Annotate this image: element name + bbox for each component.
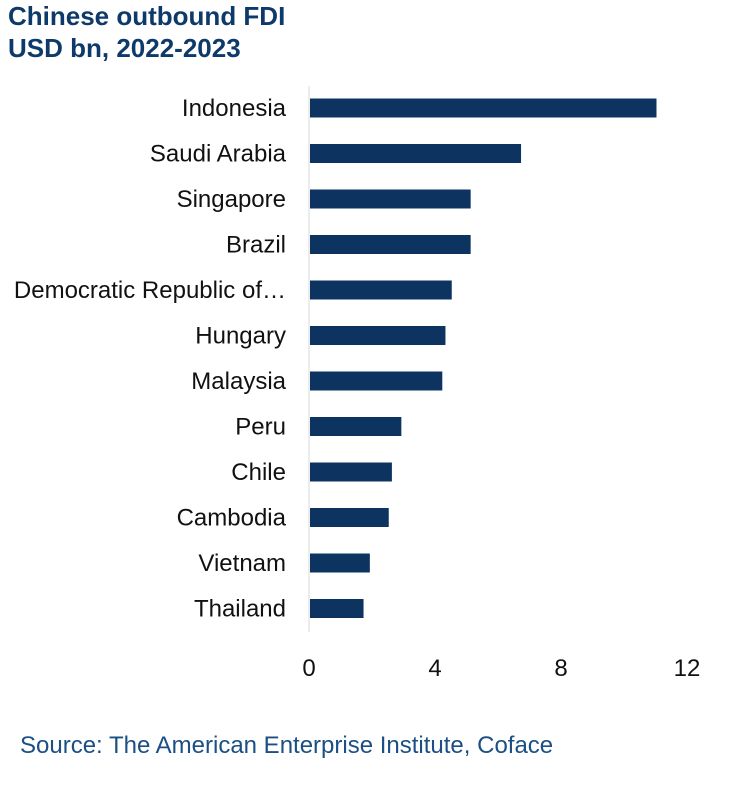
bar — [310, 189, 471, 209]
bar — [310, 144, 522, 163]
x-tick-label: 4 — [428, 655, 441, 682]
x-tick-label: 8 — [554, 655, 567, 682]
bar — [310, 508, 389, 527]
category-label: Indonesia — [182, 95, 287, 122]
bar — [310, 98, 657, 118]
bar — [310, 235, 471, 254]
category-label: Malaysia — [191, 368, 286, 395]
bar — [310, 371, 443, 391]
category-label: Saudi Arabia — [150, 141, 287, 168]
bar — [310, 326, 446, 345]
bar — [310, 599, 364, 618]
bar — [310, 553, 370, 573]
source-note: Source: The American Enterprise Institut… — [20, 732, 554, 759]
category-label: Singapore — [177, 186, 286, 213]
chart-title-line-2: USD bn, 2022-2023 — [8, 33, 241, 63]
category-label: Chile — [231, 459, 286, 486]
category-label: Thailand — [194, 596, 286, 623]
x-tick-label: 0 — [302, 655, 315, 682]
category-label: Vietnam — [198, 550, 286, 577]
bar — [310, 280, 452, 300]
bar — [310, 417, 402, 436]
bar — [310, 462, 392, 482]
category-label: Peru — [235, 414, 286, 441]
category-label: Cambodia — [177, 505, 287, 532]
bar-chart: Indonesia Saudi Arabia Singapore Brazil Demo… — [14, 86, 701, 682]
category-label: Hungary — [195, 323, 286, 350]
category-label: Brazil — [226, 232, 286, 259]
x-tick-label: 12 — [674, 655, 701, 682]
category-label: Democratic Republic of… — [14, 277, 286, 304]
chart-title-line-1: Chinese outbound FDI — [8, 1, 286, 31]
